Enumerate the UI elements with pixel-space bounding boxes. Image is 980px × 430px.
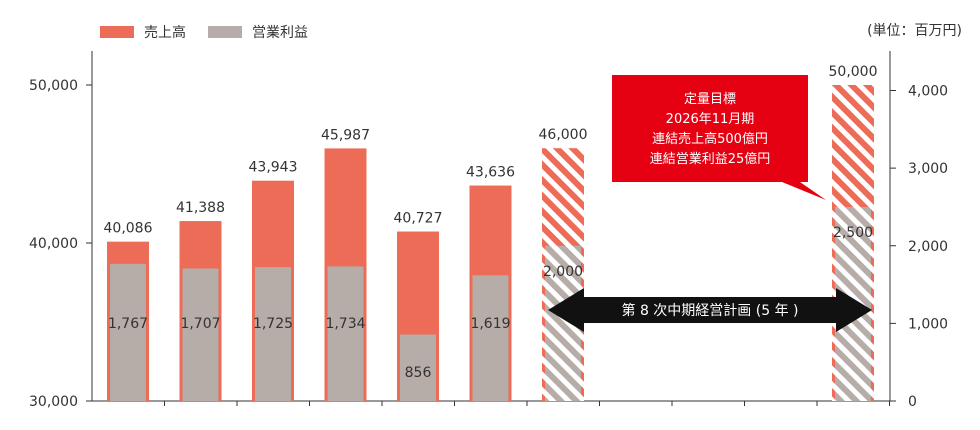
profit-value-label: 1,734 (325, 316, 365, 332)
profit-bar (110, 263, 146, 401)
callout-line: 定量目標 (684, 92, 736, 107)
profit-value-label: 2,500 (833, 225, 873, 241)
profit-value-label: 1,707 (180, 316, 220, 332)
legend-item-sales: 売上高 (100, 22, 186, 42)
profit-bar (400, 334, 436, 401)
sales-value-label: 43,943 (249, 160, 298, 176)
y-right-tick-label: 4,000 (908, 84, 948, 100)
profit-bar (182, 268, 219, 401)
legend-swatch-profit (208, 26, 242, 38)
y-right-tick-label: 2,000 (908, 239, 948, 255)
profit-value-label: 2,000 (543, 264, 583, 280)
y-right-tick-label: 0 (908, 394, 917, 410)
sales-value-label: 45,987 (321, 127, 370, 143)
legend-swatch-sales (100, 26, 134, 38)
sales-value-label: 40,727 (394, 211, 443, 227)
profit-value-label: 1,619 (470, 316, 510, 332)
profit-value-label: 1,725 (253, 316, 293, 332)
sales-value-label: 50,000 (829, 64, 878, 80)
legend-item-profit: 営業利益 (208, 22, 308, 42)
y-left-tick-label: 30,000 (29, 394, 78, 410)
plan-period-arrow (548, 288, 872, 332)
profit-value-label: 1,767 (108, 316, 148, 332)
legend-label-sales: 売上高 (144, 25, 186, 41)
profit-bar (327, 266, 364, 401)
sales-value-label: 43,636 (466, 165, 515, 181)
callout-line: 2026年11月期 (666, 112, 755, 127)
profit-bar (255, 267, 291, 401)
profit-bar (472, 275, 509, 401)
legend-label-profit: 営業利益 (252, 25, 308, 41)
sales-value-label: 46,000 (539, 127, 588, 143)
sales-value-label: 41,388 (176, 200, 225, 216)
unit-label: (単位：百万円) (867, 23, 962, 39)
callout-line: 連結営業利益25億円 (650, 151, 771, 167)
target-callout (612, 75, 826, 200)
profit-value-label: 856 (405, 365, 432, 381)
y-right-tick-label: 1,000 (908, 316, 948, 332)
callout-line: 連結売上高500億円 (652, 131, 768, 147)
plan-period-label: 第 8 次中期経営計画 (5 年 ) (622, 302, 799, 319)
y-left-tick-label: 40,000 (29, 236, 78, 252)
y-left-tick-label: 50,000 (29, 78, 78, 94)
legend: 売上高 営業利益 (100, 22, 330, 42)
y-right-tick-label: 3,000 (908, 161, 948, 177)
sales-value-label: 40,086 (104, 221, 153, 237)
